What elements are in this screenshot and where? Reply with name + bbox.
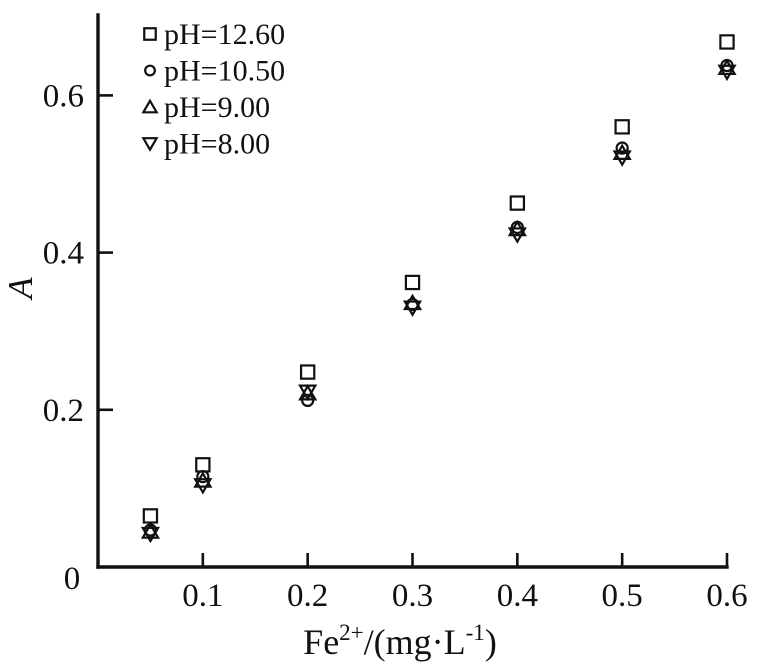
x-tick-label: 0.3 xyxy=(392,578,433,614)
x-tick-label: 0.2 xyxy=(287,578,328,614)
data-point-triangle-down xyxy=(402,300,423,317)
x-ticks xyxy=(201,553,729,567)
legend-item: pH=9.00 xyxy=(141,91,270,124)
triangle-up-icon xyxy=(141,98,159,114)
legend-label: pH=8.00 xyxy=(164,128,270,161)
data-point-square xyxy=(142,508,159,524)
data-point-square xyxy=(195,457,211,473)
data-point-square xyxy=(614,119,630,135)
x-axis: 0.1 0.2 0.3 0.4 0.5 0.6 Fe2+/(mg·L-1) xyxy=(96,553,748,662)
data-point-square xyxy=(719,34,735,50)
legend-item: pH=10.50 xyxy=(144,55,285,88)
x-axis-title: Fe2+/(mg·L-1) xyxy=(303,620,497,662)
plot-points xyxy=(140,34,737,544)
data-point-circle xyxy=(196,469,210,484)
legend-item: pH=12.60 xyxy=(143,18,285,51)
data-point-square xyxy=(404,274,421,291)
data-point-triangle-up xyxy=(140,522,160,539)
x-tick-label: 0.1 xyxy=(182,578,223,614)
data-point-triangle-down xyxy=(612,150,632,167)
y-tick-label: 0.6 xyxy=(43,78,84,114)
square-icon xyxy=(143,27,157,41)
data-point-square xyxy=(299,364,316,380)
x-tick-label: 0.5 xyxy=(602,578,643,614)
x-tick-labels: 0.1 0.2 0.3 0.4 0.5 0.6 xyxy=(182,578,747,614)
series-triangle-down xyxy=(140,64,737,544)
y-axis-title: A xyxy=(1,277,40,301)
triangle-down-icon xyxy=(141,137,159,152)
data-point-square xyxy=(509,195,526,211)
data-point-circle xyxy=(615,141,629,155)
data-point-triangle-down xyxy=(193,478,213,495)
data-point-triangle-up xyxy=(717,58,737,76)
data-point-triangle-down xyxy=(298,384,318,402)
y-axis: 0 0.2 0.4 0.6 A xyxy=(1,13,113,597)
legend-label: pH=10.50 xyxy=(164,55,285,88)
x-tick-label: 0.4 xyxy=(497,578,538,614)
data-point-triangle-down xyxy=(507,227,527,244)
y-tick-labels: 0 0.2 0.4 0.6 xyxy=(43,78,84,597)
legend-item: pH=8.00 xyxy=(141,128,270,161)
legend-label: pH=12.60 xyxy=(164,18,285,51)
y-tick-label: 0.2 xyxy=(43,393,84,429)
legend-label: pH=9.00 xyxy=(164,91,270,124)
y-tick-label: 0.4 xyxy=(43,236,84,272)
y-tick-label: 0 xyxy=(64,561,81,597)
data-point-triangle-down xyxy=(717,64,737,82)
x-tick-label: 0.6 xyxy=(706,578,747,614)
y-ticks xyxy=(98,94,113,412)
data-point-triangle-down xyxy=(140,526,160,544)
circle-icon xyxy=(144,64,156,77)
